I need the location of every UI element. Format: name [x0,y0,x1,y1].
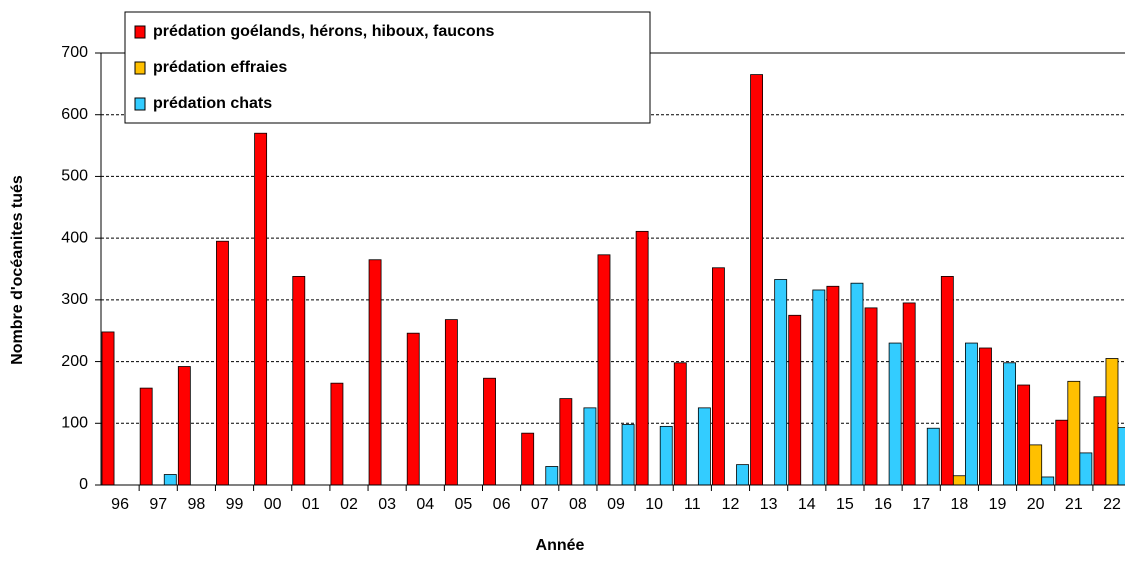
x-tick-label: 17 [912,496,930,513]
bar [1117,427,1125,486]
x-tick-label: 96 [111,496,129,513]
bar [1017,384,1031,486]
bar [292,276,306,486]
y-tick-label: 700 [61,44,88,61]
bar [774,279,788,486]
bar [621,424,635,486]
bar [979,347,992,486]
bar [444,319,458,486]
x-tick-label: 00 [264,496,282,513]
x-tick-label: 12 [722,496,740,513]
x-tick-label: 14 [798,496,816,513]
x-tick-label: 21 [1065,496,1083,513]
x-tick-label: 03 [378,496,396,513]
bar [1041,476,1055,486]
x-tick-label: 10 [645,496,663,513]
x-tick-label: 98 [187,496,205,513]
x-tick-label: 11 [684,496,701,513]
legend-swatch [134,25,146,39]
bar [368,259,382,486]
bar [902,302,916,486]
y-tick-label: 100 [61,415,88,432]
bar [673,362,687,486]
bar [826,285,840,486]
x-axis-label: Année [536,537,585,554]
bar [812,289,826,486]
legend-label: prédation chats [153,95,272,112]
x-tick-label: 01 [302,496,320,513]
bar [1079,452,1093,486]
x-tick-label: 08 [569,496,587,513]
x-tick-label: 19 [989,496,1007,513]
legend-swatch [134,97,146,111]
bar [888,342,902,486]
bar [788,314,802,486]
x-tick-label: 16 [874,496,892,513]
y-tick-label: 200 [61,353,88,370]
bar [597,254,611,486]
x-tick-label: 18 [950,496,968,513]
y-tick-label: 400 [61,229,88,246]
bar [965,342,978,486]
bar [101,331,115,486]
x-tick-label: 06 [493,496,511,513]
bar [583,407,597,486]
y-tick-label: 600 [61,106,88,123]
bar [940,276,954,486]
bar [330,382,344,486]
bar [254,132,268,486]
bar [1093,396,1107,486]
bar [736,464,749,486]
bar [545,466,559,486]
x-tick-label: 09 [607,496,625,513]
bar [659,425,673,486]
legend-swatch [134,61,146,75]
legend-box [124,11,651,124]
y-tick-label: 0 [79,476,88,493]
x-tick-label: 22 [1103,496,1121,513]
bar [1067,380,1081,486]
bar [163,474,177,486]
bar [559,398,573,486]
bar [697,407,711,486]
y-tick-label: 300 [61,291,88,308]
x-tick-label: 20 [1027,496,1045,513]
bar [521,432,535,486]
bar [1029,444,1043,486]
x-tick-label: 02 [340,496,358,513]
x-tick-label: 97 [149,496,167,513]
y-tick-label: 500 [61,168,88,185]
bar [1003,362,1016,486]
bar [177,366,191,486]
bar [850,282,864,486]
bar [483,377,496,486]
x-tick-label: 15 [836,496,854,513]
bar [139,387,153,486]
x-tick-label: 13 [760,496,778,513]
bar [750,74,763,486]
bar [952,475,966,486]
x-tick-label: 04 [416,496,434,513]
bar [1055,419,1069,486]
bar [712,267,725,486]
legend-label: prédation goélands, hérons, hiboux, fauc… [153,23,494,40]
bar [926,427,940,486]
bar [216,240,229,486]
x-tick-label: 99 [226,496,244,513]
bar [406,332,420,486]
legend-label: prédation effraies [153,59,287,76]
bar [635,230,649,486]
x-tick-label: 07 [531,496,549,513]
x-tick-label: 05 [455,496,473,513]
y-axis-label: Nombre d'océanites tués [9,175,26,365]
bar [1105,358,1119,486]
bar [864,307,878,486]
